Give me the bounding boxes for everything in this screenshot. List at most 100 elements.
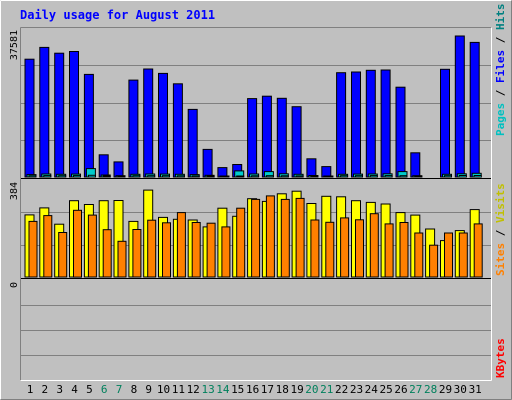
x-tick-label-day-10: 10 <box>157 383 170 396</box>
visits-sites-bar-day-28 <box>429 244 439 278</box>
x-tick-label-day-29: 29 <box>439 383 452 396</box>
x-tick-label-day-13: 13 <box>201 383 214 396</box>
visits-sites-bar-day-30 <box>458 232 468 278</box>
x-tick-label-day-17: 17 <box>261 383 274 396</box>
hits-pages-bar-day-19 <box>295 175 304 178</box>
x-tick-label-day-18: 18 <box>276 383 289 396</box>
visits-sites-bar-day-2 <box>43 215 53 278</box>
x-tick-label-day-28: 28 <box>424 383 437 396</box>
hits-pages-bar-day-26 <box>399 175 408 178</box>
hits-pages-bar-day-17 <box>265 175 274 178</box>
hits-pages-bar-day-9 <box>147 175 156 178</box>
hits-hits-bar-day-7 <box>113 161 124 178</box>
x-tick-label-day-6: 6 <box>101 383 108 396</box>
hits-hits-bar-day-24 <box>365 69 376 178</box>
kbytes-y-tick-label: 0 <box>9 282 20 288</box>
hits-pages-bar-day-18 <box>280 175 289 178</box>
hits-pages-bar-day-16 <box>251 175 260 178</box>
visits-sites-bar-day-14 <box>221 226 231 278</box>
hits-hits-bar-day-27 <box>410 152 421 178</box>
visits-sites-bar-day-7 <box>117 240 127 278</box>
hits-pages-bar-day-5 <box>87 174 96 178</box>
hits-hits-bar-day-25 <box>380 69 391 178</box>
visits-sites-bar-day-17 <box>265 195 275 278</box>
visits-sites-bar-day-15 <box>236 207 246 278</box>
x-tick-label-day-26: 26 <box>394 383 407 396</box>
x-tick-label-day-23: 23 <box>350 383 363 396</box>
visits-sites-bar-day-25 <box>384 223 394 278</box>
hits-pages-bar-day-20 <box>310 175 319 178</box>
x-tick-label-day-8: 8 <box>131 383 138 396</box>
hits-hits-bar-day-12 <box>187 108 198 178</box>
x-tick-label-day-22: 22 <box>335 383 348 396</box>
hits-pages-bar-day-23 <box>355 175 363 178</box>
hits-pages-bar-day-24 <box>369 175 378 178</box>
hits-hits-bar-day-19 <box>291 106 302 178</box>
hits-hits-bar-day-9 <box>143 68 154 178</box>
hits-hits-bar-day-1 <box>24 58 35 178</box>
hits-hits-bar-day-6 <box>98 154 109 178</box>
x-tick-label-day-25: 25 <box>379 383 392 396</box>
visits-sites-bar-day-26 <box>399 222 409 278</box>
hits-y-tick-label: 37581 <box>9 30 20 60</box>
hits-pages-bar-day-6 <box>102 175 111 178</box>
x-tick-labels: 1 2 3 4 5 6 7 8 9 10 11 12 13 14 15 16 17 18 19 20 21 22 23 24 2… <box>27 383 482 396</box>
hits-pages-bar-day-11 <box>176 175 185 178</box>
visits-sites-bar-day-1 <box>28 220 38 278</box>
x-tick-label-day-20: 20 <box>305 383 318 396</box>
x-tick-label-day-27: 27 <box>409 383 422 396</box>
visits-sites-bar-day-27 <box>414 232 424 278</box>
x-tick-label-day-24: 24 <box>365 383 379 396</box>
x-tick-label-day-5: 5 <box>86 383 93 396</box>
hits-pages-bar-day-3 <box>58 175 67 178</box>
visits-sites-bar-day-18 <box>280 198 290 278</box>
hits-hits-bar-day-16 <box>247 98 258 178</box>
hits-pages-bar-day-13 <box>206 175 215 178</box>
hits-hits-bar-day-21 <box>321 166 332 178</box>
hits-hits-bar-day-23 <box>351 71 361 178</box>
bars <box>24 35 483 278</box>
visits-sites-bar-day-22 <box>340 217 350 278</box>
x-tick-label-day-12: 12 <box>187 383 200 396</box>
hits-axis-label-hits: Hits <box>494 4 507 31</box>
visits-sites-bar-day-19 <box>295 197 305 278</box>
x-tick-label-day-11: 11 <box>172 383 185 396</box>
hits-pages-bar-day-1 <box>28 175 37 178</box>
visits-sites-bar-day-16 <box>251 198 261 278</box>
x-tick-label-day-30: 30 <box>454 383 467 396</box>
visits-axis-label-sites: Sites <box>494 243 507 276</box>
hits-pages-bar-day-31 <box>473 175 482 178</box>
hits-pages-bar-day-29 <box>444 175 452 178</box>
x-tick-label-day-7: 7 <box>116 383 123 396</box>
hits-pages-bar-day-10 <box>162 175 170 178</box>
hits-hits-bar-day-30 <box>454 35 465 178</box>
x-tick-label-day-4: 4 <box>71 383 78 396</box>
hits-pages-bar-day-27 <box>414 175 423 178</box>
x-tick-label-day-15: 15 <box>231 383 244 396</box>
x-tick-label-day-2: 2 <box>41 383 48 396</box>
hits-pages-bar-day-25 <box>384 175 393 178</box>
visits-sites-bar-day-23 <box>355 219 364 278</box>
visits-y-tick-label: 384 <box>9 182 20 200</box>
hits-pages-bar-day-4 <box>73 175 81 178</box>
hits-pages-bar-day-30 <box>458 175 467 178</box>
visits-axis-label-visits: Visits <box>494 183 507 223</box>
hits-hits-bar-day-20 <box>306 158 317 178</box>
x-tick-label-day-14: 14 <box>216 383 230 396</box>
hits-pages-bar-day-21 <box>325 175 334 178</box>
hits-hits-bar-day-18 <box>276 97 287 178</box>
y-tick-labels: 37581 384 0 <box>9 30 20 288</box>
hits-hits-bar-day-2 <box>39 46 50 178</box>
visits-sites-bar-day-4 <box>73 209 82 278</box>
hits-hits-bar-day-8 <box>128 79 139 178</box>
hits-hits-bar-day-10 <box>158 72 168 178</box>
hits-pages-bar-day-15 <box>236 175 245 178</box>
hits-hits-bar-day-26 <box>395 86 406 178</box>
visits-sites-bar-day-9 <box>147 219 157 278</box>
hits-pages-bar-day-8 <box>132 175 141 178</box>
visits-sites-bar-day-29 <box>444 232 453 278</box>
hits-hits-bar-day-4 <box>69 51 79 178</box>
axis-label-separator: / <box>494 83 507 103</box>
